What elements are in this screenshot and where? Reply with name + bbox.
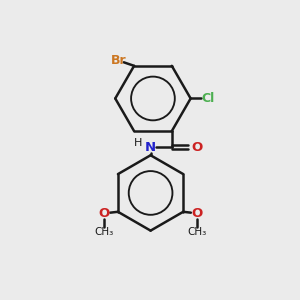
Text: CH₃: CH₃ (188, 227, 207, 237)
Text: O: O (192, 207, 203, 220)
Text: O: O (98, 207, 110, 220)
Text: H: H (134, 138, 142, 148)
Text: O: O (191, 141, 202, 154)
Text: N: N (145, 141, 156, 154)
Text: Cl: Cl (201, 92, 214, 105)
Text: CH₃: CH₃ (94, 227, 113, 237)
Text: Br: Br (111, 54, 127, 67)
